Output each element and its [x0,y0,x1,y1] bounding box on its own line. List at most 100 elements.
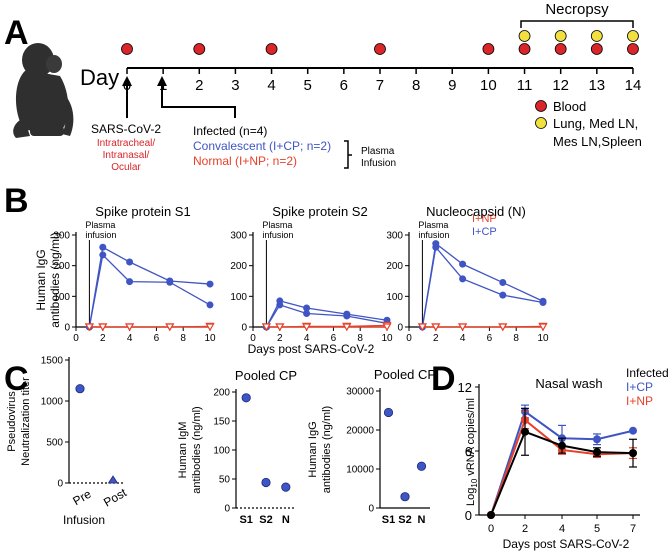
timeline-day-label: 2 [195,77,203,94]
b-x-tick-label: 2 [433,333,439,344]
plasma-bracket [344,140,352,169]
b-cp-point [99,251,107,259]
timeline-day-label: 3 [231,77,239,94]
c-ylabel: Neutralization titer [20,377,32,466]
timeline-day-label: 11 [517,77,533,94]
b-cp-point [499,291,507,299]
b-legend-cp: I+CP [472,226,497,238]
c-y-tick-label: 0 [57,479,63,490]
d-point [521,427,529,436]
c-point [261,477,271,488]
c-chart-title: Pooled CP [235,368,297,383]
b-cp-point [303,310,311,318]
b-np-point [538,323,548,332]
b-xlabel: Days post SARS-CoV-2 [248,342,375,356]
b-x-tick-label: 4 [127,333,133,344]
c-y-tick-label: 150 [213,417,230,428]
b-y-tick-label: 200 [53,261,70,272]
b-cp-point [206,280,214,288]
tissue-dot [554,30,567,42]
d-point [487,511,495,519]
sars-route-3: Ocular [111,162,141,173]
b-cp-point [459,275,467,283]
timeline-day-label: 13 [588,77,605,94]
c-point [241,393,251,403]
b-chart-title: Spike protein S1 [95,204,190,219]
timeline-day-label: 4 [267,77,275,94]
b-x-tick-label: 2 [277,333,283,344]
b-x-tick-label: 10 [381,333,393,344]
b-cp-point [432,243,440,251]
timeline-day-label: 10 [480,77,497,94]
c-category-label: S1 [382,514,395,526]
b-x-tick-label: 8 [180,333,186,344]
day-word: Day [80,65,119,90]
b-x-tick-label: 0 [406,333,412,344]
b-np-point [98,323,108,332]
b-x-tick-label: 10 [204,333,216,344]
blood-dot [374,43,386,55]
b-x-tick-label: 0 [73,333,79,344]
c-point-triangle [107,475,119,484]
b-x-tick-label: 4 [460,333,466,344]
b-infusion-label: infusion [85,230,116,240]
c-category-label: S1 [239,514,252,526]
d-legend-np: I+NP [626,394,653,408]
b-ylabel-line1: Human IgG [34,249,48,310]
c-point [416,461,427,471]
b-series-line [421,242,544,328]
b-infusion-label: Plasma [85,220,115,230]
b-series-line [265,304,388,328]
b-infusion-label: Plasma [262,220,292,230]
b-np-point [458,323,468,332]
b-np-point [205,323,215,332]
panel-a-label: A [4,14,29,52]
tissue-dot [518,30,531,42]
b-x-tick-label: 0 [250,333,256,344]
d-point [629,426,637,435]
b-np-point [261,323,271,332]
b-series-line [265,300,388,328]
b-x-tick-label: 8 [513,333,519,344]
c-y-tick-label: 50 [219,475,231,486]
c-y-tick-label: 10000 [346,465,374,476]
b-cp-point [499,279,507,287]
c-ylabel: Human IgM [177,422,189,479]
b-y-tick-label: 0 [241,323,247,334]
b-np-point [342,323,352,332]
d-legend-cp: I+CP [626,380,653,394]
c-point [400,492,410,502]
c-category-label: Pre [70,487,93,509]
timeline-day-label: 9 [448,77,456,94]
sars-route-1: Intratracheal/ [97,138,156,149]
necropsy-bracket [520,20,634,28]
c-y-tick-label: 0 [368,504,374,515]
timeline-day-label: 14 [625,77,642,94]
b-x-tick-label: 2 [100,333,106,344]
d-point [558,441,566,450]
b-cp-point [459,260,467,268]
blood-dot [265,43,278,55]
timeline-day-label: 8 [412,77,420,94]
panel-c-label: C [4,360,29,398]
c-infusion-label: Infusion [63,513,105,527]
b-np-point [165,323,175,332]
legend-blood-label: Blood [553,99,586,114]
b-np-point [417,323,427,332]
d-x-tick-label: 4 [559,523,565,535]
b-y-tick-label: 300 [230,231,247,242]
b-cp-point [343,312,351,320]
panel-d-label: D [431,360,456,398]
b-x-tick-label: 6 [154,333,160,344]
c-category-label: S2 [259,514,272,526]
panel-b-label: B [4,182,29,220]
b-infusion-label: infusion [418,230,449,240]
infusion-arrow [157,76,236,118]
b-np-point [84,323,94,332]
c-point [75,384,85,394]
b-x-tick-label: 10 [537,333,549,344]
plasma-infusion-line1: Plasma [361,146,395,157]
c-y-tick-label: 100 [213,446,230,457]
necropsy-label: Necropsy [545,1,609,18]
